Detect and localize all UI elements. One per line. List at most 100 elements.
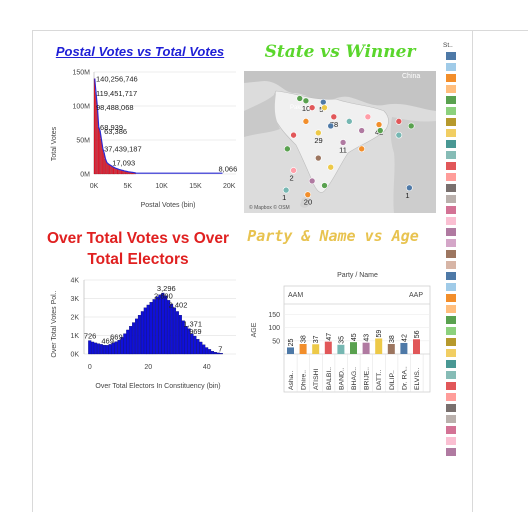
state-point[interactable]	[358, 145, 365, 153]
legend-swatch[interactable]	[446, 261, 456, 269]
legend-swatch[interactable]	[446, 85, 456, 93]
legend-swatch[interactable]	[446, 382, 456, 390]
state-point[interactable]	[345, 118, 353, 125]
postal-votes-title: Postal Votes vs Total Votes	[55, 44, 225, 59]
legend-swatch[interactable]	[446, 393, 456, 401]
age-bar	[387, 344, 395, 354]
electors-data-label: 1,371	[183, 320, 202, 329]
legend-swatch[interactable]	[446, 63, 456, 71]
state-point[interactable]	[290, 167, 297, 174]
legend-swatch[interactable]	[446, 195, 456, 203]
legend-swatch[interactable]	[446, 327, 456, 335]
legend-swatch[interactable]	[446, 239, 456, 247]
state-point-label: 11	[339, 145, 347, 154]
age-value-label: 38	[389, 335, 396, 343]
state-point[interactable]	[308, 104, 316, 111]
age-value-label: 45	[351, 333, 358, 341]
legend-swatch[interactable]	[446, 228, 456, 236]
legend-swatch[interactable]	[446, 162, 456, 170]
state-point[interactable]	[330, 113, 338, 121]
state-point[interactable]	[302, 97, 310, 105]
electors-bar	[152, 299, 156, 355]
state-winner-map[interactable]: China Pakistan 1057842291121201 © Mapbox…	[244, 71, 436, 213]
state-point[interactable]	[364, 113, 372, 121]
electors-bar	[123, 333, 127, 355]
state-point[interactable]	[358, 127, 365, 134]
state-point[interactable]	[406, 184, 413, 192]
electors-data-label: 969	[189, 327, 202, 336]
legend-swatch[interactable]	[446, 404, 456, 412]
state-point[interactable]	[315, 154, 322, 162]
legend-swatch[interactable]	[446, 151, 456, 159]
map-label-china: China	[402, 73, 420, 80]
state-point[interactable]	[308, 177, 316, 185]
electors-bar	[102, 344, 106, 355]
legend-swatch[interactable]	[446, 283, 456, 291]
legend-swatch[interactable]	[446, 173, 456, 181]
legend-swatch[interactable]	[446, 118, 456, 126]
legend-swatch[interactable]	[446, 294, 456, 302]
state-point[interactable]	[327, 122, 335, 130]
postal-bar	[93, 78, 96, 175]
map-attribution[interactable]: © Mapbox © OSM	[249, 204, 290, 211]
legend-swatch[interactable]	[446, 250, 456, 258]
age-value-label: 38	[301, 335, 308, 343]
legend-swatch[interactable]	[446, 426, 456, 434]
electors-bar	[178, 315, 182, 355]
state-point[interactable]	[284, 145, 291, 153]
legend-swatch[interactable]	[446, 52, 456, 60]
electors-data-label: 469	[101, 336, 114, 345]
state-point[interactable]	[321, 182, 328, 189]
legend-swatch[interactable]	[446, 448, 456, 456]
legend-swatch[interactable]	[446, 360, 456, 368]
electors-bar	[164, 295, 168, 355]
legend-swatch[interactable]	[446, 305, 456, 313]
legend-swatch[interactable]	[446, 107, 456, 115]
frame-top	[32, 30, 528, 31]
state-legend[interactable]: St..	[443, 42, 463, 459]
electors-data-label: 2,402	[169, 301, 188, 310]
electors-bar	[99, 344, 103, 355]
state-point[interactable]	[376, 127, 384, 134]
electors-bar	[196, 339, 200, 355]
electors-bar	[120, 337, 124, 355]
state-point[interactable]	[407, 122, 415, 130]
state-point[interactable]	[315, 129, 322, 137]
legend-swatch[interactable]	[446, 129, 456, 137]
state-point[interactable]	[327, 163, 335, 171]
state-point[interactable]	[339, 139, 347, 146]
electors-data-label: 2,890	[154, 292, 173, 301]
state-point[interactable]	[302, 118, 310, 125]
electors-bar	[132, 322, 136, 355]
legend-swatch[interactable]	[446, 206, 456, 214]
legend-swatch[interactable]	[446, 140, 456, 148]
electors-bar	[199, 341, 203, 355]
state-point[interactable]	[296, 95, 304, 102]
legend-swatch[interactable]	[446, 371, 456, 379]
electors-bar	[126, 329, 130, 355]
electors-bar	[208, 349, 212, 355]
state-point[interactable]	[282, 186, 290, 194]
legend-swatch[interactable]	[446, 74, 456, 82]
legend-swatch[interactable]	[446, 349, 456, 357]
legend-swatch[interactable]	[446, 338, 456, 346]
state-point[interactable]	[395, 131, 403, 139]
state-point[interactable]	[395, 118, 403, 125]
legend-swatch[interactable]	[446, 272, 456, 280]
state-point[interactable]	[290, 131, 297, 139]
state-winner-title: State vs Winner	[264, 42, 416, 62]
state-point[interactable]	[321, 104, 328, 111]
map-label-pakistan: Pakistan	[290, 105, 313, 111]
legend-swatch[interactable]	[446, 217, 456, 225]
frame-right	[472, 30, 473, 512]
postal-x-tick: 5K	[124, 183, 133, 190]
legend-swatch[interactable]	[446, 415, 456, 423]
legend-swatch[interactable]	[446, 184, 456, 192]
age-bar	[287, 347, 294, 354]
group-label-aap: AAP	[409, 292, 423, 299]
legend-swatch[interactable]	[446, 96, 456, 104]
electors-y-tick: 2K	[70, 315, 79, 322]
legend-swatch[interactable]	[446, 437, 456, 445]
state-point[interactable]	[304, 191, 312, 198]
legend-swatch[interactable]	[446, 316, 456, 324]
